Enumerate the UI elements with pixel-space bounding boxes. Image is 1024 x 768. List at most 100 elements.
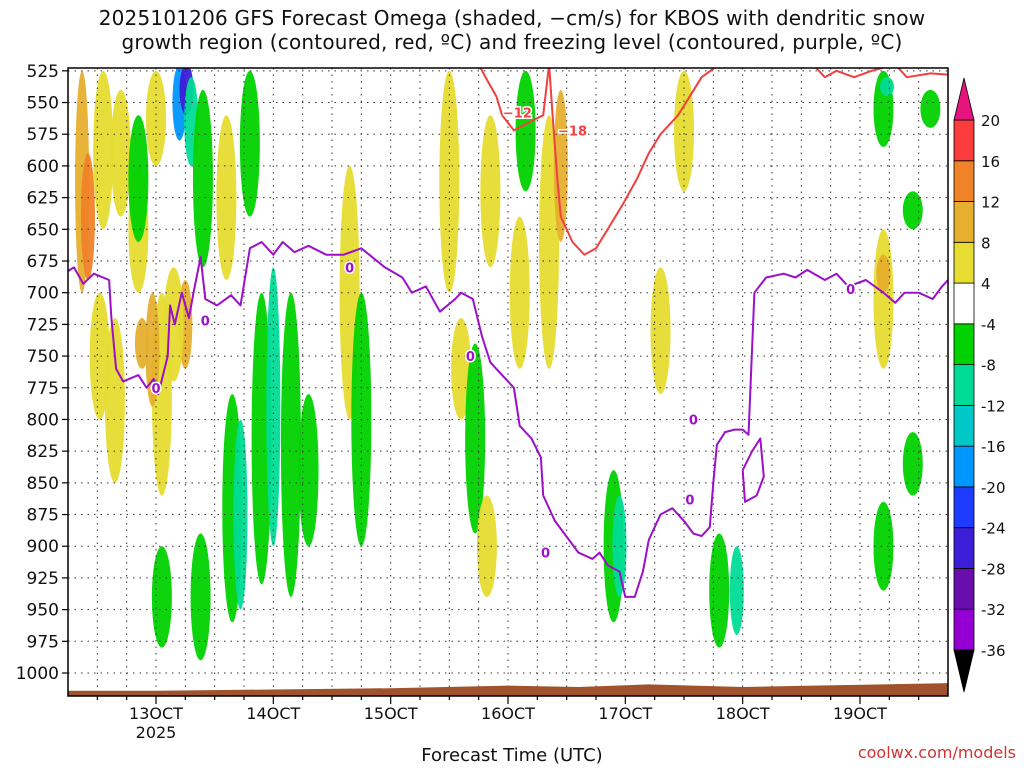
y-tick-label: 975	[27, 632, 59, 652]
colorbar-label: 16	[981, 153, 1000, 171]
colorbar-segment	[953, 201, 975, 243]
label-freezing-0-0: 0	[151, 382, 160, 397]
omega-patch	[128, 115, 149, 242]
colorbar-label: -8	[981, 357, 996, 375]
credit-text: coolwx.com/models	[857, 743, 1016, 762]
y-tick-label: 850	[27, 474, 59, 494]
dendritic-contour-minus18	[548, 68, 717, 256]
label-freezing-0-4: 0	[541, 547, 550, 562]
colorbar-label: 4	[981, 275, 991, 293]
y-tick-label: 650	[27, 220, 59, 240]
label-freezing-0-5: 0	[689, 413, 698, 428]
omega-patch	[251, 292, 272, 585]
omega-patch	[151, 546, 172, 648]
colorbar-segment	[953, 160, 975, 202]
omega-patch	[873, 501, 894, 591]
colorbar-label: 20	[981, 112, 1000, 130]
omega-patch	[145, 292, 160, 407]
y-tick-label: 675	[27, 252, 59, 272]
chart-title-line-2: growth region (contoured, red, ºC) and f…	[121, 30, 903, 54]
ground-terrain	[68, 683, 948, 696]
chart-title-line-1: 2025101206 GFS Forecast Omega (shaded, −…	[98, 6, 926, 30]
colorbar-label: -32	[981, 601, 1006, 619]
omega-patch	[216, 115, 237, 281]
omega-patch	[93, 70, 114, 230]
omega-patch	[476, 495, 497, 597]
y-tick-label: 775	[27, 379, 59, 399]
y-tick-label: 600	[27, 157, 59, 177]
omega-patch	[709, 533, 730, 648]
colorbar-under-arrow	[953, 649, 975, 693]
y-tick-label: 700	[27, 284, 59, 304]
colorbar-label: -28	[981, 560, 1006, 578]
colorbar: -36 -32 -28 -24 -20 -16 -12 -8 -4 4 8 12 16 20	[953, 77, 1006, 693]
omega-patch	[110, 89, 131, 217]
y-tick-label: 950	[27, 601, 59, 621]
x-tick-label: 13OCT	[129, 704, 183, 723]
colorbar-segment	[953, 323, 975, 366]
colorbar-segment	[953, 282, 975, 325]
omega-patch	[465, 343, 486, 534]
y-tick-label: 925	[27, 569, 59, 589]
omega-patch	[920, 89, 941, 128]
colorbar-label: -24	[981, 520, 1006, 538]
y-tick-label: 825	[27, 442, 59, 462]
omega-patch	[553, 89, 568, 242]
label-freezing-0-3: 0	[466, 350, 475, 365]
omega-patch	[729, 546, 744, 635]
colorbar-segment	[953, 241, 975, 284]
dendritic-contour-minus12	[479, 68, 550, 132]
x-tick-label: 14OCT	[246, 704, 300, 723]
y-tick-label: 800	[27, 410, 59, 430]
colorbar-label: -4	[981, 316, 996, 334]
colorbar-segment	[953, 527, 975, 569]
omega-patch	[650, 267, 671, 395]
colorbar-segment	[953, 568, 975, 610]
freezing-level-contour	[68, 241, 948, 598]
omega-patch	[439, 70, 460, 293]
omega-patch	[239, 70, 260, 217]
colorbar-segment	[953, 364, 975, 406]
y-tick-label: 525	[27, 62, 59, 82]
colorbar-segment	[953, 119, 975, 162]
omega-patch	[674, 70, 694, 192]
colorbar-segment	[953, 486, 975, 529]
omega-patch	[280, 292, 301, 597]
dendritic-contour-upper-right	[814, 68, 948, 79]
label-freezing-0-2: 0	[345, 261, 354, 276]
y-tick-label: 900	[27, 537, 59, 557]
x-tick-label: 19OCT	[833, 704, 887, 723]
omega-patch	[515, 70, 536, 192]
y-tick-label: 750	[27, 347, 59, 367]
omega-patch	[876, 254, 891, 293]
omega-patch	[879, 77, 894, 97]
x-tick-label: 17OCT	[598, 704, 652, 723]
y-tick-label: 625	[27, 189, 59, 209]
label-freezing-0-7: 0	[685, 493, 694, 508]
y-tick-label: 575	[27, 125, 59, 145]
plot-area: −12 −18 0 0 0 0 0 0 0 0	[68, 68, 948, 696]
x-tick-label: 15OCT	[364, 704, 418, 723]
freezing-level-loop	[741, 437, 765, 503]
x-tick-label: 18OCT	[716, 704, 770, 723]
x-tick-label: 16OCT	[481, 704, 535, 723]
omega-patch	[146, 70, 166, 166]
omega-patch	[80, 153, 95, 281]
colorbar-label: 12	[981, 194, 1000, 212]
x-axis-label: Forecast Time (UTC)	[421, 745, 603, 766]
colorbar-label: 8	[981, 234, 991, 252]
label-freezing-0-1: 0	[201, 315, 210, 330]
omega-patch	[480, 115, 501, 268]
y-tick-label: 725	[27, 315, 59, 335]
label-minus12: −12	[503, 107, 532, 122]
omega-patch	[902, 432, 923, 496]
colorbar-label: -12	[981, 397, 1006, 415]
omega-patch	[509, 216, 530, 369]
omega-patch	[902, 191, 923, 230]
omega-patch	[451, 318, 472, 420]
colorbar-label: -20	[981, 479, 1006, 497]
omega-patch	[612, 495, 627, 597]
colorbar-segment	[953, 404, 975, 447]
x-year-label: 2025	[136, 723, 177, 742]
